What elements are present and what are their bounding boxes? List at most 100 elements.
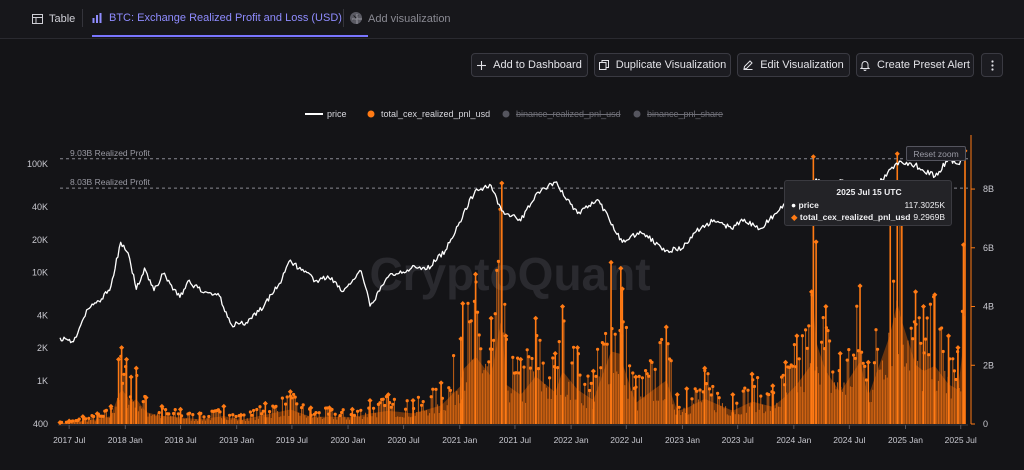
total-cex-point — [242, 413, 246, 417]
create-preset-alert-button[interactable]: Create Preset Alert — [856, 53, 974, 77]
total-cex-point — [234, 414, 238, 419]
total-cex-point — [92, 414, 96, 419]
total-cex-point — [431, 387, 435, 391]
x-tick-label: 2023 Jan — [665, 435, 700, 445]
reset-zoom-button[interactable]: Reset zoom — [906, 146, 966, 161]
add-visualization-button[interactable]: Add visualization — [352, 0, 451, 37]
total-cex-point — [383, 403, 387, 408]
add-to-dashboard-button[interactable]: Add to Dashboard — [471, 53, 588, 77]
total-cex-point — [122, 372, 126, 376]
total-cex-marker — [367, 397, 373, 404]
total-cex-marker — [128, 374, 134, 380]
total-cex-point — [741, 389, 745, 393]
legend-item-binance-share[interactable]: binance_pnl_share — [633, 107, 723, 121]
more-options-button[interactable] — [981, 53, 1003, 77]
total-cex-point — [330, 407, 334, 412]
total-cex-point — [525, 348, 529, 352]
total-cex-point — [570, 361, 574, 365]
x-axis: 2017 Jul 2018 Jan 2018 Jul 2019 Jan 2019 Jul… — [53, 424, 977, 445]
legend-item-binance-pnl[interactable]: binance_realized_pnl_usd — [502, 107, 621, 121]
tab-table[interactable]: Table — [32, 0, 75, 37]
total-cex-marker — [177, 406, 184, 412]
total-cex-point — [493, 312, 497, 316]
total-cex-marker — [287, 389, 293, 395]
total-cex-point — [317, 411, 321, 415]
total-cex-marker — [349, 406, 355, 412]
total-cex-point — [173, 408, 177, 412]
total-cex-point — [831, 370, 835, 374]
total-cex-point — [290, 396, 294, 400]
total-cex-marker — [574, 345, 581, 351]
pencil-icon — [743, 60, 753, 70]
total-cex-marker — [238, 412, 244, 418]
total-cex-point — [541, 361, 545, 365]
tooltip-row-price: ● price 117.3025K — [791, 200, 945, 210]
line-marker-icon — [305, 113, 323, 115]
plus-icon — [352, 13, 362, 24]
total-cex-point — [925, 316, 929, 320]
total-cex-point — [381, 397, 385, 401]
legend-item-total-cex[interactable]: total_cex_realized_pnl_usd — [367, 107, 490, 121]
total-cex-point — [941, 349, 945, 354]
total-cex-point — [613, 332, 617, 336]
total-cex-marker — [460, 301, 466, 307]
y-axis-right: 0 2B 4B 6B 8B — [970, 135, 994, 429]
total-cex-point — [911, 337, 915, 341]
total-cex-point — [218, 410, 222, 414]
x-tick-label: 2024 Jul — [833, 435, 865, 445]
y-tick-label: 8B — [983, 184, 994, 194]
tooltip-row-total: ◆ total_cex_realized_pnl_usd 9.2969B — [791, 212, 945, 222]
total-cex-point — [924, 337, 928, 341]
y-tick-label: 40K — [32, 202, 48, 212]
total-cex-point — [429, 395, 433, 399]
total-cex-point — [356, 409, 360, 413]
total-cex-point — [660, 337, 664, 342]
total-cex-point — [917, 316, 921, 320]
total-cex-point — [717, 396, 721, 400]
total-cex-point — [274, 404, 278, 408]
total-cex-marker — [503, 333, 509, 339]
total-cex-point — [767, 393, 771, 397]
total-cex-point — [792, 343, 797, 347]
legend-item-price[interactable]: price — [305, 107, 347, 121]
y-tick-label: 4B — [983, 302, 994, 312]
y-tick-label: 100K — [27, 159, 48, 169]
total-cex-marker — [730, 392, 736, 398]
x-tick-label: 2020 Jul — [388, 435, 420, 445]
tooltip-price-value: 117.3025K — [904, 200, 946, 210]
total-cex-point — [495, 268, 499, 272]
edit-visualization-button[interactable]: Edit Visualization — [737, 53, 850, 77]
total-cex-point — [690, 397, 694, 401]
total-cex-point — [341, 408, 345, 412]
chart-plot[interactable]: CryptoQuant 400 1K 2K 4K 10K 20K 40K 100K 0 2B 4B… — [0, 130, 1024, 455]
duplicate-visualization-button[interactable]: Duplicate Visualization — [594, 53, 731, 77]
total-cex-marker — [518, 356, 524, 362]
total-cex-marker — [749, 371, 755, 377]
total-cex-point — [556, 366, 560, 370]
total-cex-point — [735, 401, 739, 405]
y-axis-left: 400 1K 2K 4K 10K 20K 40K 100K — [27, 159, 48, 429]
total-cex-point — [207, 414, 211, 419]
total-cex-point — [548, 376, 552, 380]
x-tick-label: 2025 Jul — [945, 435, 977, 445]
total-cex-point — [586, 374, 590, 378]
total-cex-point — [447, 386, 451, 390]
total-cex-point — [605, 342, 609, 346]
total-cex-marker — [57, 419, 63, 426]
legend-total-label: total_cex_realized_pnl_usd — [381, 109, 491, 119]
tab-visualization[interactable]: BTC: Exchange Realized Profit and Loss (… — [92, 0, 368, 37]
total-cex-point — [301, 403, 305, 407]
total-cex-point — [853, 356, 857, 360]
y-tick-label: 6B — [983, 243, 994, 253]
total-cex-point — [952, 369, 957, 373]
total-cex-marker — [823, 303, 829, 310]
total-cex-point — [448, 388, 452, 392]
x-tick-label: 2022 Jul — [610, 435, 642, 445]
total-cex-point — [314, 411, 318, 415]
total-cex-marker — [262, 400, 268, 406]
total-cex-point — [743, 386, 747, 390]
total-cex-point — [927, 353, 931, 357]
total-cex-point — [216, 408, 220, 412]
close-icon[interactable]: ✕ — [349, 11, 362, 24]
total-cex-point — [469, 319, 473, 323]
